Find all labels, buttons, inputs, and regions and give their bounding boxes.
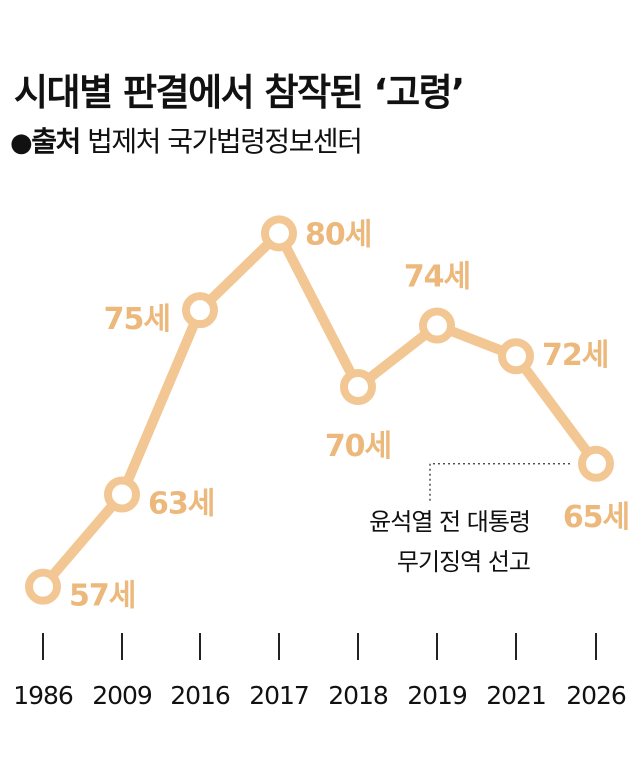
source-label: 출처 [31,125,81,158]
annotation-leader [429,463,570,503]
x-tick-label: 2009 [92,681,152,710]
data-point [498,338,534,375]
x-tick-label: 2017 [249,681,309,710]
data-label: 63세 [148,486,214,521]
bullet-icon: ● [10,128,33,158]
data-point [261,215,297,252]
source-text: 법제처 국가법령정보센터 [87,125,363,158]
data-label: 72세 [542,338,608,373]
data-point [340,368,376,405]
data-point [104,476,140,513]
x-tick-label: 2019 [407,681,467,710]
data-label: 57세 [69,579,135,614]
data-point [419,307,455,344]
source-line: ●출처 법제처 국가법령정보센터 [10,120,363,160]
x-tick-label: 2021 [486,681,546,710]
data-label: 80세 [305,217,371,252]
annotation-text: 무기징역 선고 [397,548,530,576]
page-title: 시대별 판결에서 참작된 ‘고령’ [14,71,465,114]
annotation-text: 윤석열 전 대통령 [369,508,530,536]
data-point [25,568,61,605]
data-point [578,445,614,482]
data-label: 74세 [404,260,470,295]
x-tick-label: 1986 [13,681,73,710]
data-label: 65세 [563,500,629,535]
data-label: 75세 [104,302,170,337]
data-point [182,292,218,329]
x-tick-label: 2026 [566,681,626,710]
x-tick-label: 2018 [328,681,388,710]
x-tick-label: 2016 [170,681,230,710]
data-label: 70세 [325,429,391,464]
